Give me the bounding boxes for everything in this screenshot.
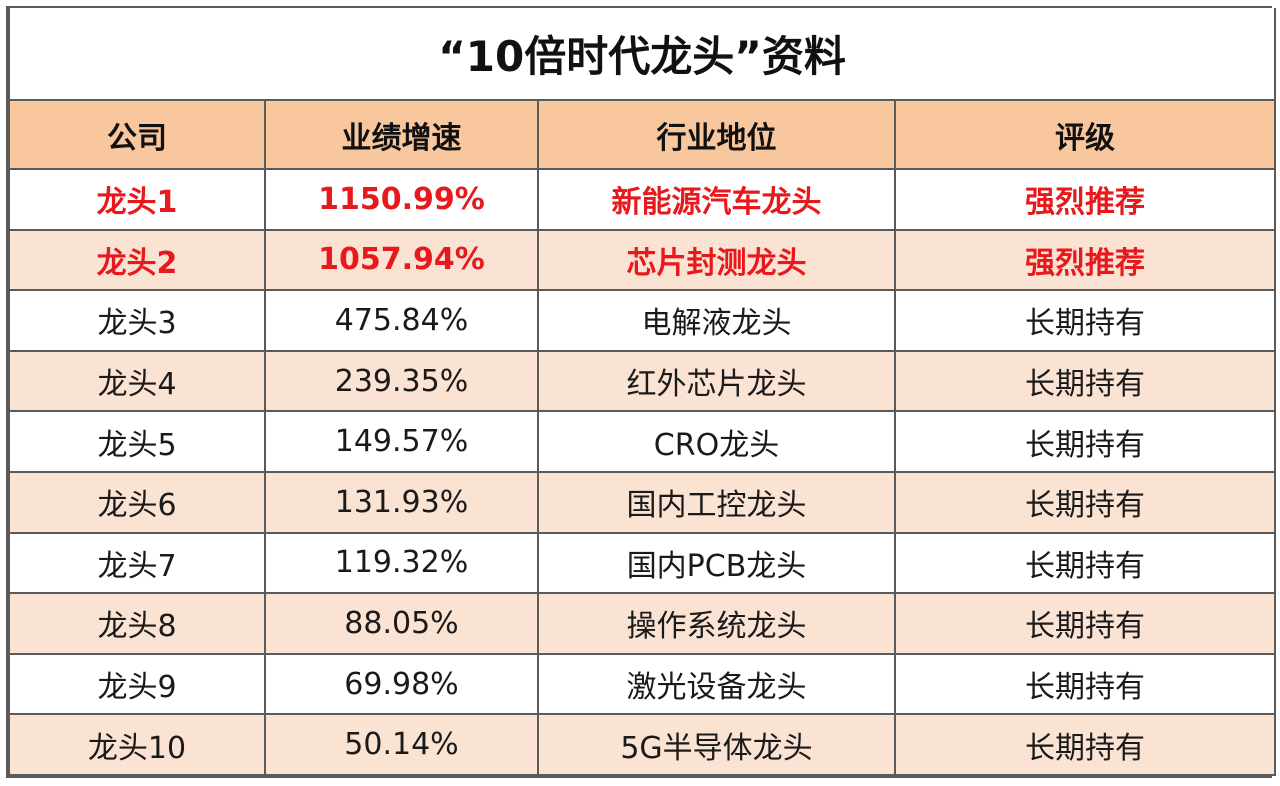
cell-rating: 长期持有 xyxy=(893,289,1277,352)
cell-growth: 149.57% xyxy=(264,410,539,473)
cell-rating: 长期持有 xyxy=(893,592,1277,655)
data-table-frame: “10倍时代龙头”资料 公司 业绩增速 行业地位 评级 龙头1 1150.99% 新… xyxy=(6,6,1277,778)
header-rating: 评级 xyxy=(893,99,1277,170)
table-title: “10倍时代龙头”资料 xyxy=(7,8,1277,101)
cell-position: 电解液龙头 xyxy=(537,289,896,352)
cell-position: 芯片封测龙头 xyxy=(537,228,896,292)
header-position: 行业地位 xyxy=(537,99,896,170)
cell-company: 龙头3 xyxy=(8,289,266,352)
header-growth: 业绩增速 xyxy=(264,99,539,170)
cell-growth: 475.84% xyxy=(264,289,539,352)
cell-growth: 1150.99% xyxy=(264,168,539,231)
cell-rating: 强烈推荐 xyxy=(893,228,1277,292)
cell-company: 龙头6 xyxy=(8,470,266,534)
cell-company: 龙头5 xyxy=(8,410,266,473)
table-row: 龙头9 69.98% 激光设备龙头 长期持有 xyxy=(8,652,1277,716)
title-row: “10倍时代龙头”资料 xyxy=(7,8,1277,101)
leaders-table: “10倍时代龙头”资料 公司 业绩增速 行业地位 评级 龙头1 1150.99% 新… xyxy=(7,8,1277,776)
table-row: 龙头4 239.35% 红外芯片龙头 长期持有 xyxy=(8,349,1277,413)
cell-company: 龙头2 xyxy=(8,228,266,292)
cell-rating: 强烈推荐 xyxy=(893,168,1277,231)
cell-growth: 131.93% xyxy=(264,470,539,534)
cell-growth: 239.35% xyxy=(264,349,539,413)
cell-rating: 长期持有 xyxy=(893,470,1277,534)
table-row: 龙头7 119.32% 国内PCB龙头 长期持有 xyxy=(8,531,1277,595)
cell-rating: 长期持有 xyxy=(893,713,1277,776)
cell-company: 龙头4 xyxy=(8,349,266,413)
cell-rating: 长期持有 xyxy=(893,410,1277,473)
cell-position: CRO龙头 xyxy=(537,410,896,473)
cell-company: 龙头8 xyxy=(8,592,266,655)
cell-growth: 50.14% xyxy=(264,713,539,776)
cell-rating: 长期持有 xyxy=(893,349,1277,413)
table-body: 龙头1 1150.99% 新能源汽车龙头 强烈推荐 龙头2 1057.94% 芯片封测龙头强… xyxy=(8,168,1277,776)
header-row: 公司 业绩增速 行业地位 评级 xyxy=(8,99,1277,170)
cell-position: 红外芯片龙头 xyxy=(537,349,896,413)
cell-position: 操作系统龙头 xyxy=(537,592,896,655)
cell-position: 国内PCB龙头 xyxy=(537,531,896,595)
cell-company: 龙头7 xyxy=(8,531,266,595)
table-row: 龙头2 1057.94% 芯片封测龙头 强烈推荐 xyxy=(8,228,1277,292)
cell-position: 激光设备龙头 xyxy=(537,652,896,716)
cell-company: 龙头1 xyxy=(8,168,266,231)
cell-rating: 长期持有 xyxy=(893,652,1277,716)
cell-position: 5G半导体龙头 xyxy=(537,713,896,776)
table-row: 龙头5 149.57% CRO龙头 长期持有 xyxy=(8,410,1277,473)
table-row: 龙头6 131.93% 国内工控龙头 长期持有 xyxy=(8,470,1277,534)
cell-growth: 1057.94% xyxy=(264,228,539,292)
cell-growth: 69.98% xyxy=(264,652,539,716)
table-row: 龙头10 50.14% 5G半导体龙头 长期持有 xyxy=(8,713,1277,776)
cell-position: 新能源汽车龙头 xyxy=(537,168,896,231)
header-company: 公司 xyxy=(8,99,266,170)
cell-position: 国内工控龙头 xyxy=(537,470,896,534)
cell-company: 龙头9 xyxy=(8,652,266,716)
table-row: 龙头3 475.84% 电解液龙头 长期持有 xyxy=(8,289,1277,352)
cell-growth: 88.05% xyxy=(264,592,539,655)
table-row: 龙头8 88.05% 操作系统龙头 长期持有 xyxy=(8,592,1277,655)
cell-rating: 长期持有 xyxy=(893,531,1277,595)
cell-company: 龙头10 xyxy=(8,713,266,776)
table-row: 龙头1 1150.99% 新能源汽车龙头 强烈推荐 xyxy=(8,168,1277,231)
cell-growth: 119.32% xyxy=(264,531,539,595)
